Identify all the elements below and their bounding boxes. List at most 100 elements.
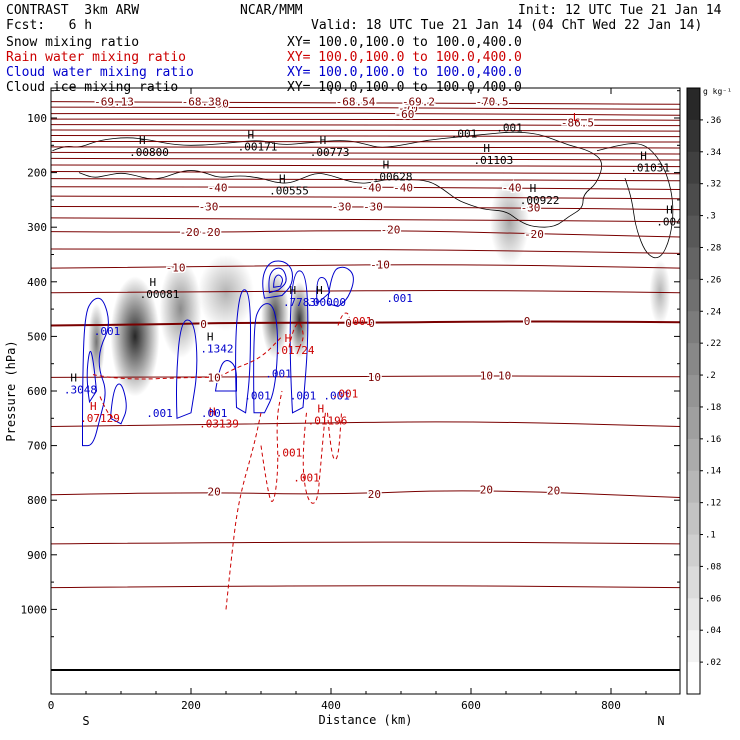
temperature-label-1-0: -70 bbox=[398, 102, 418, 115]
cloud-water-contour-7 bbox=[268, 267, 287, 294]
rain-contour-3 bbox=[260, 390, 283, 502]
temperature-label-18-2: -20 bbox=[381, 223, 401, 236]
rain-high-value-0: .07129 bbox=[80, 412, 120, 425]
high-value-3: .00555 bbox=[269, 184, 309, 197]
colorbar-label-1: .34 bbox=[705, 148, 721, 158]
cloud-water-contour-1 bbox=[86, 350, 98, 404]
y-tick-label-9: 1000 bbox=[21, 603, 48, 616]
contour-labels: -80 -70-60-40 -40 -40 -40-30 -30 -30 -30-20 -20-… bbox=[64, 94, 680, 503]
temperature-contour-12 bbox=[51, 171, 680, 175]
high-value-7: .00922 bbox=[520, 194, 560, 207]
temperature-contour-7 bbox=[51, 141, 680, 143]
temperature-contour-9 bbox=[51, 151, 680, 155]
snow-blob-5 bbox=[289, 281, 310, 359]
cloud-water-contour-0 bbox=[82, 297, 109, 447]
temperature-value-3: -69.2 bbox=[402, 96, 435, 109]
temperature-label-14-2: -40 bbox=[393, 181, 413, 194]
temperature-contour-24 bbox=[51, 421, 680, 427]
high-value-9: .00081 bbox=[140, 288, 180, 301]
colorbar-label-14: .08 bbox=[705, 562, 721, 572]
high-marker-12: H bbox=[316, 284, 323, 297]
temperature-contour-26 bbox=[51, 541, 680, 545]
cloud-water-contour-12 bbox=[326, 266, 354, 307]
temperature-value-4: -70.5 bbox=[475, 96, 508, 109]
colorbar: .36 .34 .32 .3 .28 .26 .24 .22 .2 .18 .16 .14 .12 .1.… bbox=[686, 87, 732, 695]
colorbar-label-11: .14 bbox=[705, 467, 721, 477]
high-value-5: .01103 bbox=[474, 154, 514, 167]
temperature-label-14-0: -40 bbox=[208, 181, 228, 194]
high-value-11: .7783 bbox=[283, 296, 316, 309]
snow-blob-2 bbox=[159, 259, 202, 359]
rain-contour-7 bbox=[337, 312, 352, 326]
cloud-water-label-5: .001 bbox=[323, 389, 350, 402]
colorbar-cell-12 bbox=[687, 470, 700, 504]
colorbar-cell-2 bbox=[687, 151, 700, 185]
high-marker-11: H bbox=[290, 284, 297, 297]
temperature-contour-14 bbox=[51, 186, 680, 190]
colorbar-cell-16 bbox=[687, 598, 700, 631]
high-value-12: .00000 bbox=[306, 296, 346, 309]
y-tick-label-8: 900 bbox=[27, 549, 47, 562]
rain-contour-2 bbox=[225, 412, 262, 610]
cloud-water-label-3: .001 bbox=[244, 389, 271, 402]
cloud-water-contour-6 bbox=[262, 260, 294, 299]
temperature-label-23-2: 10 bbox=[480, 370, 493, 383]
field-rain-label: Rain water mixing ratio bbox=[6, 50, 187, 65]
colorbar-cell-14 bbox=[687, 534, 700, 567]
cloud-water-label-6: .001 bbox=[146, 407, 173, 420]
temperature-label-23-1: 10 bbox=[368, 371, 381, 384]
snow-blob-3 bbox=[198, 254, 254, 331]
colorbar-cell-4 bbox=[687, 215, 700, 248]
cloud-water-label-2: .001 bbox=[265, 368, 292, 381]
colorbar-label-6: .24 bbox=[705, 307, 721, 317]
rain-contour-5 bbox=[327, 412, 342, 461]
temperature-contour-8 bbox=[51, 146, 680, 149]
x-end-label-left: S bbox=[82, 714, 89, 728]
x-axis-title: Distance (km) bbox=[319, 713, 413, 727]
y-tick-label-4: 500 bbox=[27, 330, 47, 343]
colorbar-label-4: .28 bbox=[705, 243, 721, 253]
temperature-value-1: -68.38 bbox=[182, 96, 222, 109]
temperature-contour-4 bbox=[51, 124, 680, 127]
low-marker-0: L bbox=[573, 111, 580, 124]
temperature-contour-19 bbox=[51, 248, 680, 254]
colorbar-label-15: .06 bbox=[705, 594, 721, 604]
colorbar-cell-13 bbox=[687, 502, 700, 536]
rain-high-marker-2: H bbox=[285, 332, 292, 345]
temperature-label-25-2: 20 bbox=[480, 483, 493, 496]
colorbar-label-10: .16 bbox=[705, 435, 721, 445]
temperature-label-25-1: 20 bbox=[368, 488, 381, 501]
rain-label-2: .001 bbox=[276, 447, 303, 460]
snow-mixing-ratio-shading bbox=[88, 178, 671, 397]
model-name: CONTRAST 3km ARW bbox=[6, 3, 140, 18]
x-tick-label-1: 200 bbox=[181, 699, 201, 712]
temperature-contours bbox=[51, 101, 680, 589]
high-marker-6: H bbox=[640, 149, 647, 162]
cloud-water-label-4: .001 bbox=[290, 389, 317, 402]
forecast-hour: Fcst: 6 h bbox=[6, 18, 93, 33]
x-tick-label-4: 800 bbox=[601, 699, 621, 712]
temperature-label-16-0: -30 bbox=[199, 200, 219, 213]
ice-contour-0 bbox=[52, 131, 603, 228]
rain-contour-1 bbox=[99, 396, 115, 419]
colorbar-cell-5 bbox=[687, 247, 700, 280]
rain-high-marker-1: H bbox=[209, 405, 216, 418]
temperature-contour-1 bbox=[51, 106, 680, 110]
temperature-contour-27 bbox=[51, 585, 680, 589]
organization: NCAR/MMM bbox=[240, 3, 303, 18]
cloud-water-contour-5 bbox=[235, 289, 252, 414]
snow-blob-6 bbox=[489, 178, 530, 266]
snow-blob-1 bbox=[110, 276, 160, 397]
high-marker-10: H bbox=[207, 331, 214, 344]
temperature-label-25-0: 20 bbox=[207, 485, 220, 498]
rain-contour-6 bbox=[288, 322, 304, 348]
cloud-water-contour-3 bbox=[176, 319, 198, 420]
field-snow-xy: XY= 100.0,100.0 to 100.0,400.0 bbox=[287, 35, 522, 50]
high-marker-2: H bbox=[320, 134, 327, 147]
temperature-label-16-3: -30 bbox=[521, 202, 541, 215]
colorbar-cell-3 bbox=[687, 183, 700, 217]
temperature-value-5: -86.5 bbox=[561, 116, 594, 129]
colorbar-label-16: .04 bbox=[705, 626, 721, 636]
temperature-contour-11 bbox=[51, 164, 680, 168]
